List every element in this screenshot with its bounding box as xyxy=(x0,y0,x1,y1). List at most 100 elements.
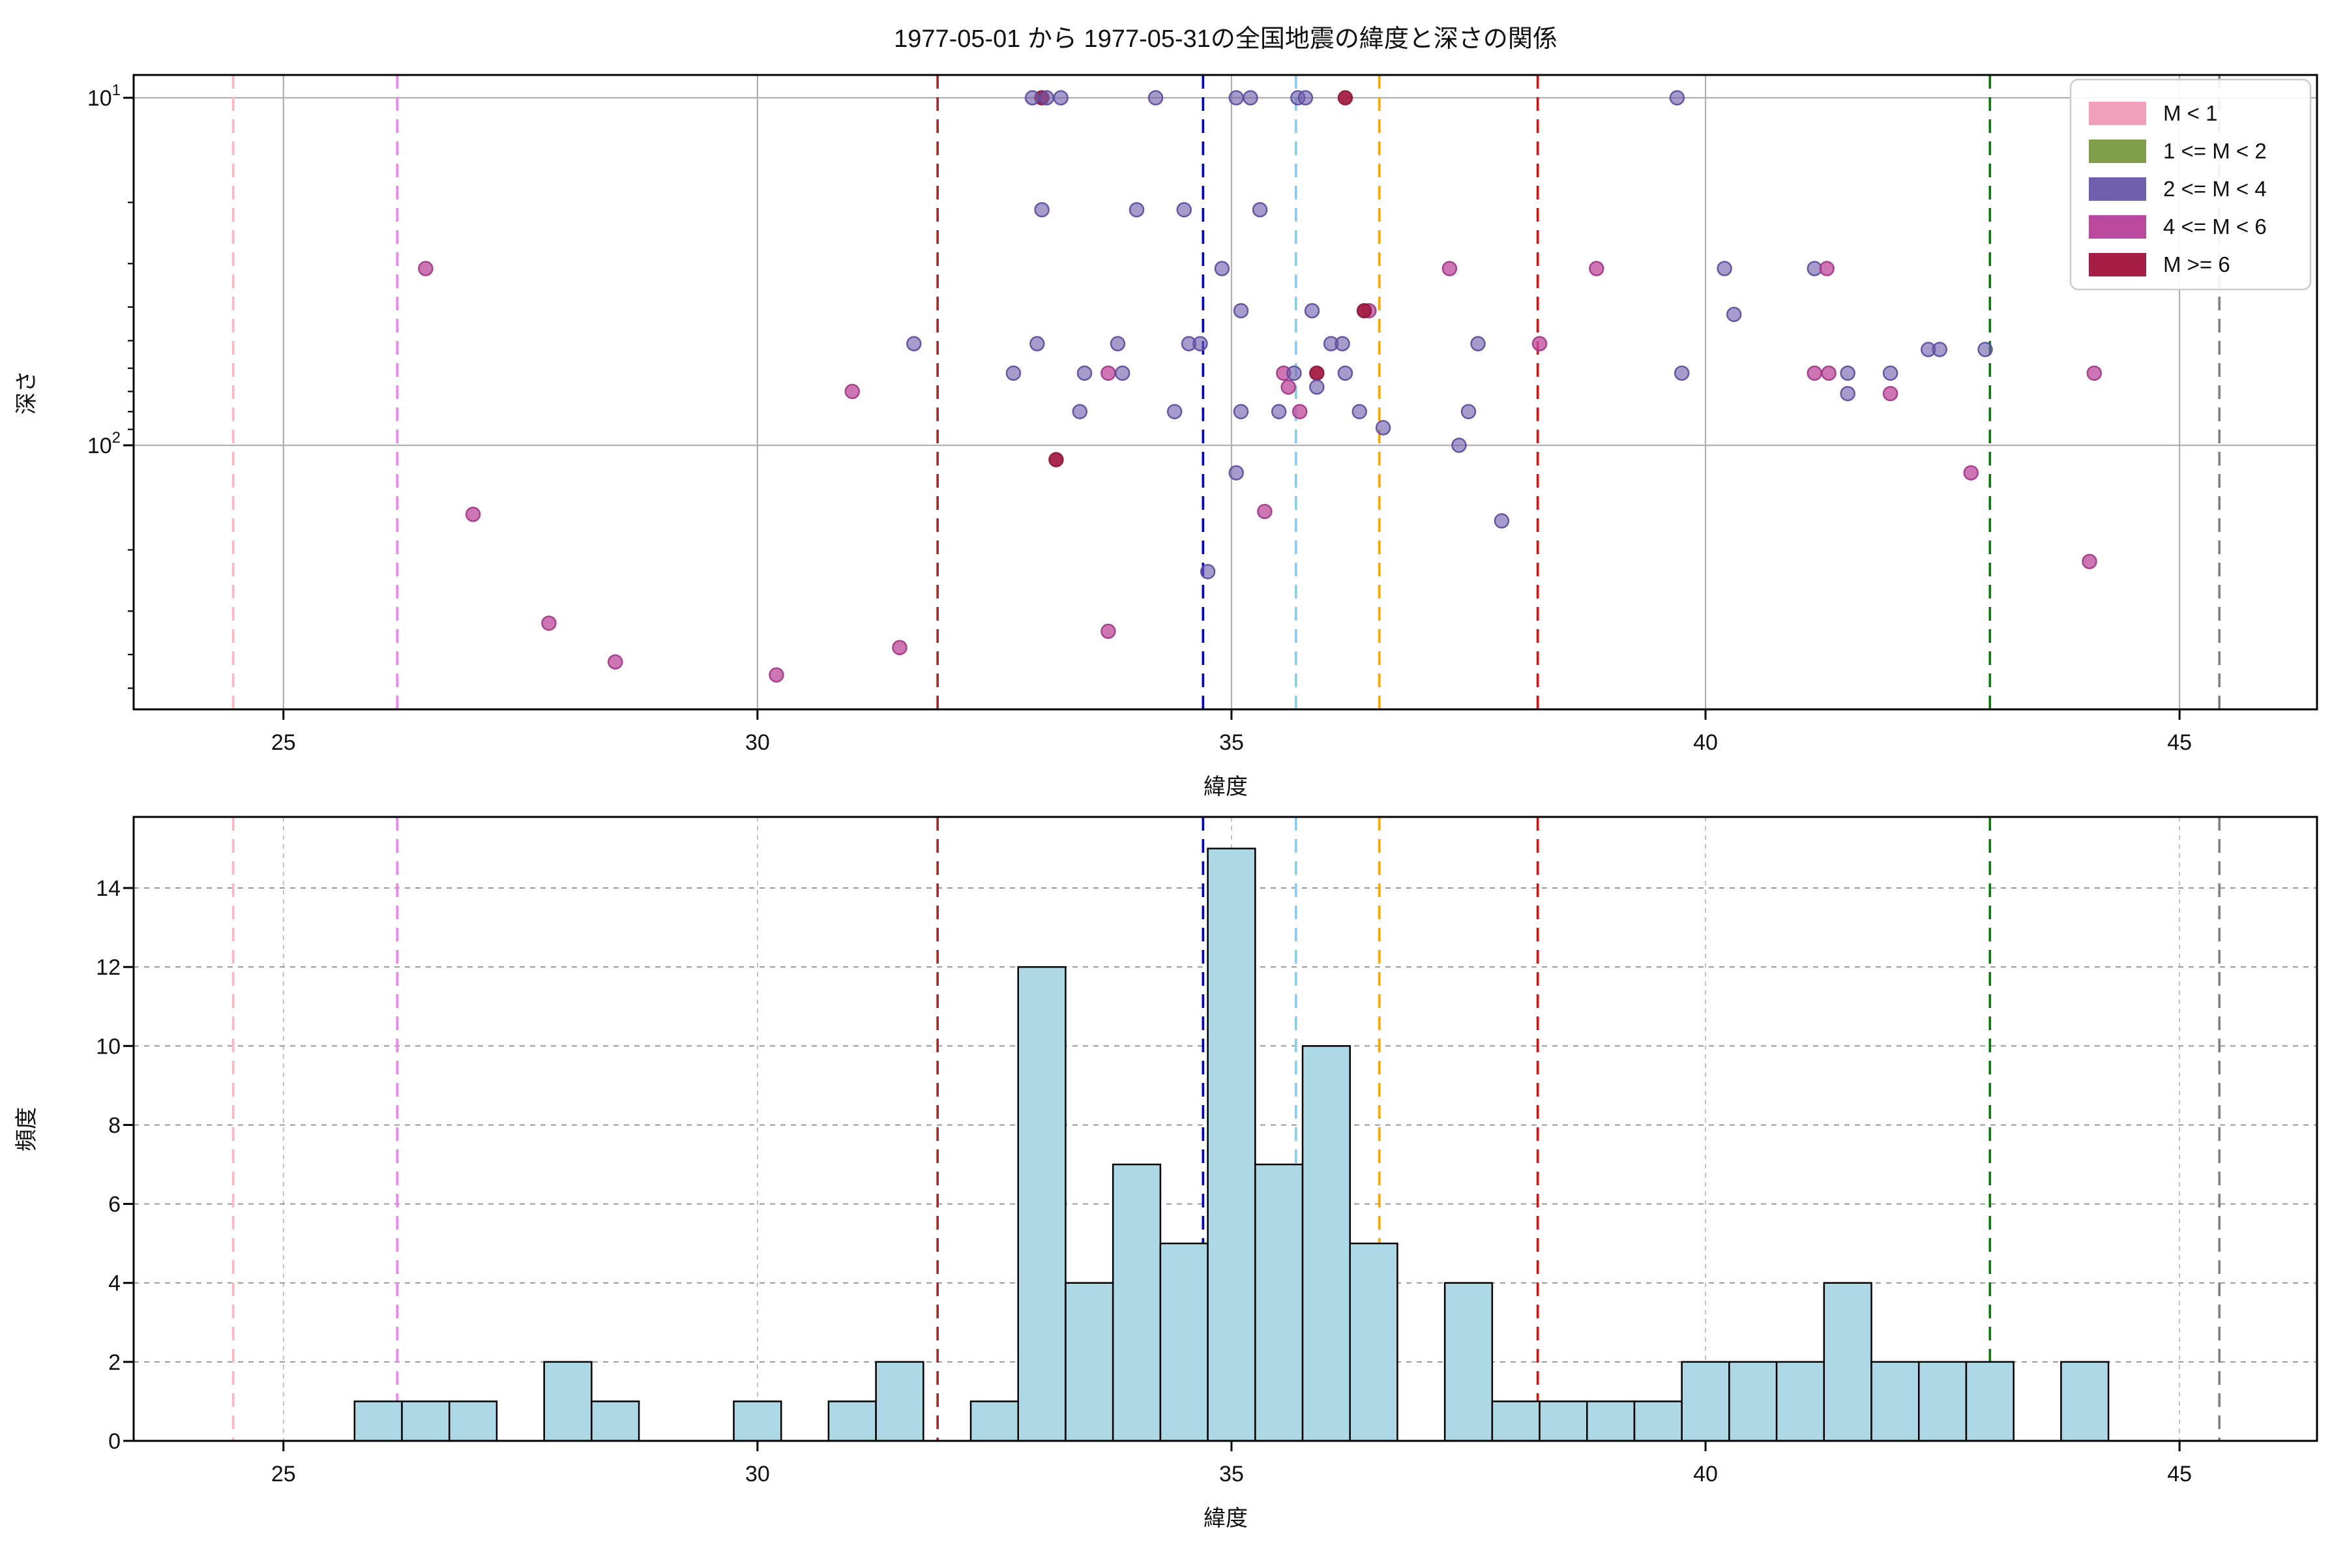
scatter-point xyxy=(1243,90,1258,106)
hist-bar xyxy=(827,1400,877,1442)
legend: M < 1 1 <= M < 2 2 <= M < 4 4 <= M < 6 M >= … xyxy=(2069,78,2312,291)
hist-bars xyxy=(353,848,2110,1442)
scatter-point xyxy=(1674,365,1690,381)
legend-item-label: M >= 6 xyxy=(2163,252,2230,276)
legend-swatch xyxy=(2089,253,2146,276)
legend-item-label: 1 <= M < 2 xyxy=(2163,139,2267,163)
scatter-point xyxy=(1024,90,1041,106)
scatter-point xyxy=(1147,90,1164,106)
scatter-point xyxy=(1200,564,1216,580)
hist-y-tick-label: 12 xyxy=(96,955,121,980)
scatter-point xyxy=(1214,261,1230,276)
scatter-point xyxy=(1932,342,1947,357)
scatter-x-tick-label: 30 xyxy=(745,730,770,755)
scatter-point xyxy=(2082,554,2097,570)
scatter-point xyxy=(1072,404,1088,420)
scatter-point xyxy=(892,640,908,655)
hist-axes-frame xyxy=(132,816,2318,1442)
scatter-point xyxy=(1882,365,1898,381)
hist-bar xyxy=(1491,1400,1541,1442)
scatter-point xyxy=(1840,385,1855,402)
hist-bar xyxy=(448,1400,498,1442)
scatter-point xyxy=(1337,365,1353,381)
scatter-point xyxy=(769,667,784,683)
hist-x-tick-label: 30 xyxy=(745,1462,770,1487)
scatter-point xyxy=(1304,303,1320,319)
scatter-point xyxy=(1048,452,1064,467)
scatter-x-tick-label: 25 xyxy=(271,730,296,755)
hist-bar xyxy=(1870,1361,1920,1442)
scatter-point xyxy=(1233,404,1249,420)
hist-bar xyxy=(1112,1163,1162,1442)
scatter-x-tick-label: 35 xyxy=(1219,730,1244,755)
scatter-point xyxy=(1233,303,1249,319)
scatter-point xyxy=(465,507,481,522)
hist-y-tick-label: 0 xyxy=(108,1429,121,1454)
scatter-point xyxy=(1297,90,1314,106)
scatter-point xyxy=(1257,503,1273,520)
hist-x-tick-label: 35 xyxy=(1219,1462,1244,1487)
hist-bar xyxy=(353,1400,403,1442)
hist-bar xyxy=(1539,1400,1588,1442)
hist-x-tick-label: 40 xyxy=(1693,1462,1718,1487)
hist-y-tick-label: 2 xyxy=(108,1350,121,1375)
hist-bar xyxy=(591,1400,640,1442)
legend-item-label: 4 <= M < 6 xyxy=(2163,214,2267,239)
hist-bar xyxy=(1159,1242,1209,1442)
scatter-point xyxy=(1375,420,1391,436)
scatter-point xyxy=(1309,365,1325,381)
scatter-point xyxy=(1286,365,1302,381)
legend-swatch xyxy=(2089,215,2146,239)
scatter-y-tick-label: 101 xyxy=(87,81,121,111)
legend-swatch xyxy=(2089,102,2146,125)
hist-x-tick-label: 25 xyxy=(271,1462,296,1487)
scatter-point xyxy=(1807,365,1823,381)
scatter-point xyxy=(1669,90,1685,106)
scatter-point xyxy=(1335,336,1350,351)
legend-item-label: M < 1 xyxy=(2163,101,2217,125)
scatter-point xyxy=(1271,404,1287,420)
hist-bar xyxy=(1443,1282,1494,1442)
hist-bar xyxy=(733,1400,782,1442)
scatter-point xyxy=(1252,201,1268,218)
hist-bar xyxy=(969,1400,1020,1442)
hist-bar xyxy=(401,1400,450,1442)
scatter-points xyxy=(418,90,2103,683)
scatter-point xyxy=(1589,261,1604,276)
scatter-point xyxy=(1129,201,1145,218)
scatter-point xyxy=(1819,261,1835,276)
hist-bar xyxy=(1728,1361,1778,1442)
scatter-point xyxy=(1460,404,1477,420)
chart-title: 1977-05-01 から 1977-05-31の全国地震の緯度と深さの関係 xyxy=(894,25,1557,53)
hist-y-tick-label: 10 xyxy=(96,1034,121,1059)
hist-bar xyxy=(1254,1163,1304,1442)
legend-swatch xyxy=(2089,140,2146,163)
scatter-point xyxy=(1228,465,1244,481)
scatter-point xyxy=(1053,90,1069,106)
hist-bar xyxy=(1207,848,1256,1442)
scatter-point xyxy=(1882,385,1898,402)
hist-bar xyxy=(543,1361,593,1442)
scatter-point xyxy=(1494,513,1510,529)
scatter-point xyxy=(1114,365,1130,381)
hist-bar xyxy=(2060,1361,2110,1442)
hist-x-axis-label: 緯度 xyxy=(1203,1506,1248,1531)
scatter-y-axis-label: 深さ xyxy=(14,370,39,415)
scatter-point xyxy=(1351,404,1368,420)
scatter-point xyxy=(1840,365,1855,381)
scatter-point xyxy=(1076,365,1093,381)
scatter-point xyxy=(2086,365,2103,381)
scatter-point xyxy=(1034,201,1050,218)
scatter-point xyxy=(1192,336,1208,351)
scatter-point xyxy=(1356,303,1372,319)
scatter-point xyxy=(1963,465,1979,481)
hist-bar xyxy=(1017,966,1067,1442)
hist-bar xyxy=(1917,1361,1968,1442)
hist-bar xyxy=(1586,1400,1636,1442)
scatter-point xyxy=(1821,365,1837,381)
hist-bar xyxy=(1633,1400,1683,1442)
scatter-point xyxy=(1717,261,1732,276)
hist-bar xyxy=(1349,1242,1398,1442)
